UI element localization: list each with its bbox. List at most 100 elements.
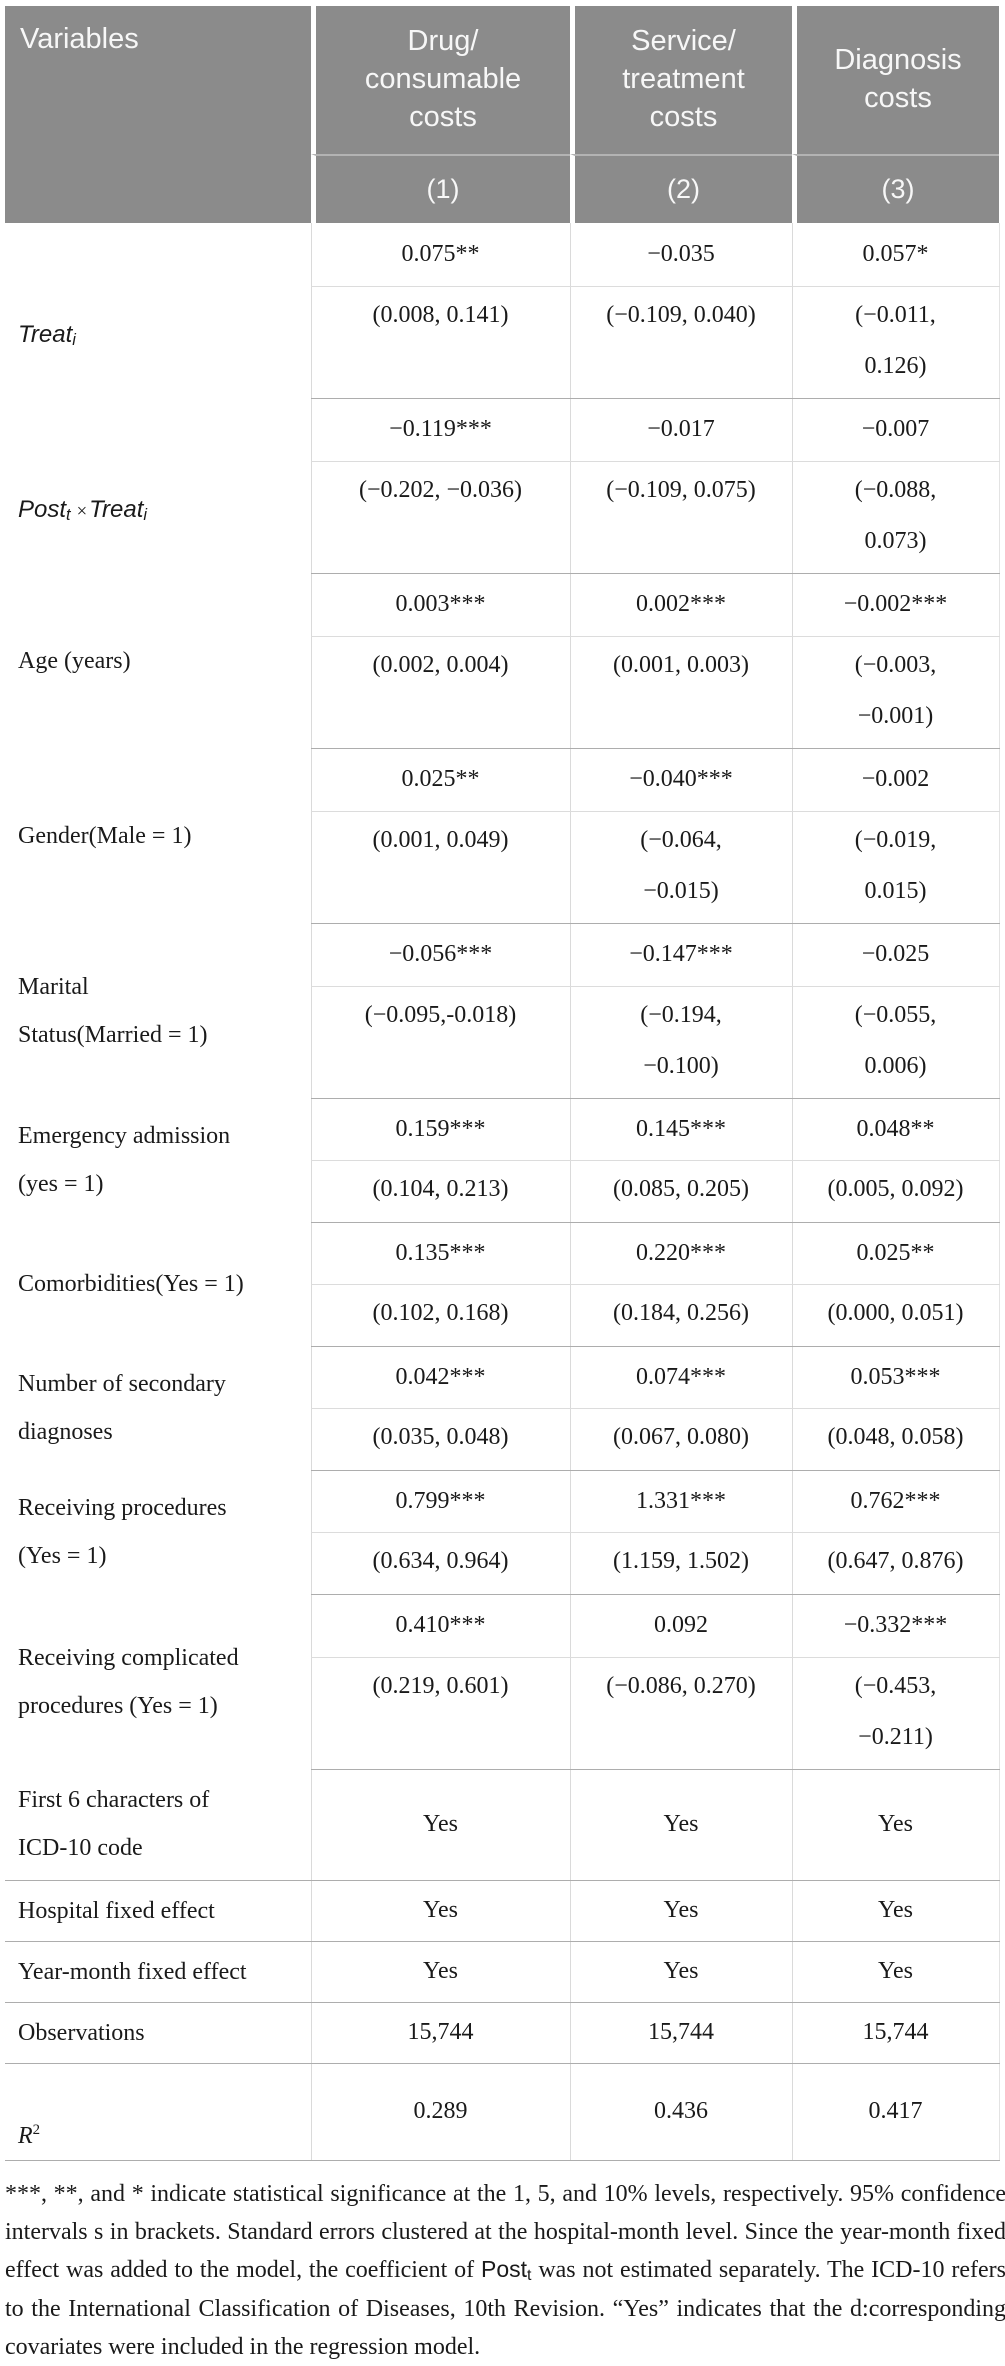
column-header-label: Diagnosis costs [834, 42, 961, 117]
ci-cell: (0.035, 0.048) [311, 1408, 570, 1470]
model-number-label: (1) [427, 172, 460, 207]
coefficient-cell: 0.135*** [311, 1222, 570, 1284]
model-number-label: (3) [882, 172, 915, 207]
coefficient-cell: 0.762*** [792, 1470, 999, 1532]
ci-cell: (−0.064, −0.015) [570, 811, 792, 923]
column-header-label: Drug/ consumable costs [365, 23, 521, 136]
table-header: Variables Drug/ consumable costs Service… [5, 6, 999, 223]
ci-cell: (1.159, 1.502) [570, 1532, 792, 1594]
row-label-yearmonth-fe: Year-month fixed effect [5, 1941, 311, 2002]
ci-cell: (0.085, 0.205) [570, 1160, 792, 1222]
coefficient-cell: 0.002*** [570, 573, 792, 636]
header-cell-variables: Variables [5, 6, 311, 223]
coefficient-cell: 1.331*** [570, 1470, 792, 1532]
ci-cell: (−0.011, 0.126) [792, 286, 999, 398]
coefficient-cell: −0.119*** [311, 398, 570, 461]
math-treat: Treat [89, 496, 143, 523]
header-cell-service-treatment: Service/ treatment costs [570, 6, 792, 154]
row-label-icd10: First 6 characters of ICD-10 code [5, 1769, 311, 1880]
table-row: Age (years) 0.003*** 0.002*** −0.002*** [5, 573, 999, 636]
math-post: Post [481, 2256, 527, 2282]
coefficient-cell: 0.220*** [570, 1222, 792, 1284]
math-subscript-i: i [143, 505, 147, 523]
ci-cell: (−0.088, 0.073) [792, 461, 999, 573]
ci-cell: (−0.109, 0.040) [570, 286, 792, 398]
coefficient-cell: 0.092 [570, 1594, 792, 1657]
yes-cell: Yes [792, 1769, 999, 1880]
coefficient-cell: −0.332*** [792, 1594, 999, 1657]
coefficient-cell: −0.035 [570, 223, 792, 286]
ci-cell: (0.001, 0.003) [570, 636, 792, 748]
observations-cell: 15,744 [792, 2002, 999, 2063]
row-label-r-squared: R2 [5, 2063, 311, 2160]
table-footnote: ***, **, and * indicate statistical sign… [5, 2175, 1005, 2366]
math-post: Post [18, 496, 66, 523]
coefficient-cell: −0.017 [570, 398, 792, 461]
yes-cell: Yes [311, 1941, 570, 2002]
r-squared-cell: 0.289 [311, 2063, 570, 2160]
table-row: Comorbidities(Yes = 1) 0.135*** 0.220***… [5, 1222, 999, 1284]
observations-cell: 15,744 [570, 2002, 792, 2063]
row-label-marital: Marital Status(Married = 1) [5, 923, 311, 1098]
ci-cell: (0.102, 0.168) [311, 1284, 570, 1346]
row-label-treat: Treati [5, 223, 311, 398]
row-label-gender: Gender(Male = 1) [5, 748, 311, 923]
r-squared-cell: 0.417 [792, 2063, 999, 2160]
coefficient-cell: −0.007 [792, 398, 999, 461]
model-number-label: (2) [667, 172, 700, 207]
coefficient-cell: 0.048** [792, 1098, 999, 1160]
ci-cell: (0.008, 0.141) [311, 286, 570, 398]
row-label-observations: Observations [5, 2002, 311, 2063]
header-cell-model-2: (2) [570, 154, 792, 223]
ci-cell: (0.001, 0.049) [311, 811, 570, 923]
ci-cell: (0.000, 0.051) [792, 1284, 999, 1346]
coefficient-cell: 0.799*** [311, 1470, 570, 1532]
header-cell-drug-consumable: Drug/ consumable costs [311, 6, 570, 154]
row-label-hospital-fe: Hospital fixed effect [5, 1880, 311, 1941]
ci-cell: (0.219, 0.601) [311, 1657, 570, 1769]
coefficient-cell: 0.410*** [311, 1594, 570, 1657]
coefficient-cell: 0.145*** [570, 1098, 792, 1160]
row-label-receiving-procedures: Receiving procedures (Yes = 1) [5, 1470, 311, 1594]
yes-cell: Yes [570, 1880, 792, 1941]
row-label-comorbidities: Comorbidities(Yes = 1) [5, 1222, 311, 1346]
table-row: Postt×Treati −0.119*** −0.017 −0.007 [5, 398, 999, 461]
table-row: Receiving procedures (Yes = 1) 0.799*** … [5, 1470, 999, 1532]
yes-cell: Yes [570, 1769, 792, 1880]
table-row: Marital Status(Married = 1) −0.056*** −0… [5, 923, 999, 986]
yes-cell: Yes [792, 1880, 999, 1941]
coefficient-cell: 0.053*** [792, 1346, 999, 1408]
row-label-secondary-diagnoses: Number of secondary diagnoses [5, 1346, 311, 1470]
math-subscript-t: t [66, 505, 71, 523]
table-row: R2 0.289 0.436 0.417 [5, 2063, 999, 2160]
math-superscript-2: 2 [33, 2122, 40, 2138]
table-row: Observations 15,744 15,744 15,744 [5, 2002, 999, 2063]
ci-cell: (−0.095,-0.018) [311, 986, 570, 1098]
table-row: Emergency admission (yes = 1) 0.159*** 0… [5, 1098, 999, 1160]
table-row: Number of secondary diagnoses 0.042*** 0… [5, 1346, 999, 1408]
ci-cell: (0.634, 0.964) [311, 1532, 570, 1594]
ci-cell: (0.005, 0.092) [792, 1160, 999, 1222]
coefficient-cell: −0.147*** [570, 923, 792, 986]
ci-cell: (−0.003, −0.001) [792, 636, 999, 748]
table-row: First 6 characters of ICD-10 code Yes Ye… [5, 1769, 999, 1880]
coefficient-cell: −0.040*** [570, 748, 792, 811]
coefficient-cell: −0.025 [792, 923, 999, 986]
ci-cell: (−0.055, 0.006) [792, 986, 999, 1098]
math-treat: Treat [18, 321, 72, 348]
column-header-label: Service/ treatment costs [622, 23, 745, 136]
ci-cell: (0.002, 0.004) [311, 636, 570, 748]
coefficient-cell: 0.025** [311, 748, 570, 811]
coefficient-cell: 0.057* [792, 223, 999, 286]
ci-cell: (−0.086, 0.270) [570, 1657, 792, 1769]
ci-cell: (−0.194, −0.100) [570, 986, 792, 1098]
math-subscript-i: i [72, 330, 76, 348]
row-label-age: Age (years) [5, 573, 311, 748]
row-label-post-treat: Postt×Treati [5, 398, 311, 573]
table-row: Hospital fixed effect Yes Yes Yes [5, 1880, 999, 1941]
table-row: Treati 0.075** −0.035 0.057* [5, 223, 999, 286]
coefficient-cell: 0.159*** [311, 1098, 570, 1160]
table-row: Gender(Male = 1) 0.025** −0.040*** −0.00… [5, 748, 999, 811]
coefficient-cell: 0.042*** [311, 1346, 570, 1408]
